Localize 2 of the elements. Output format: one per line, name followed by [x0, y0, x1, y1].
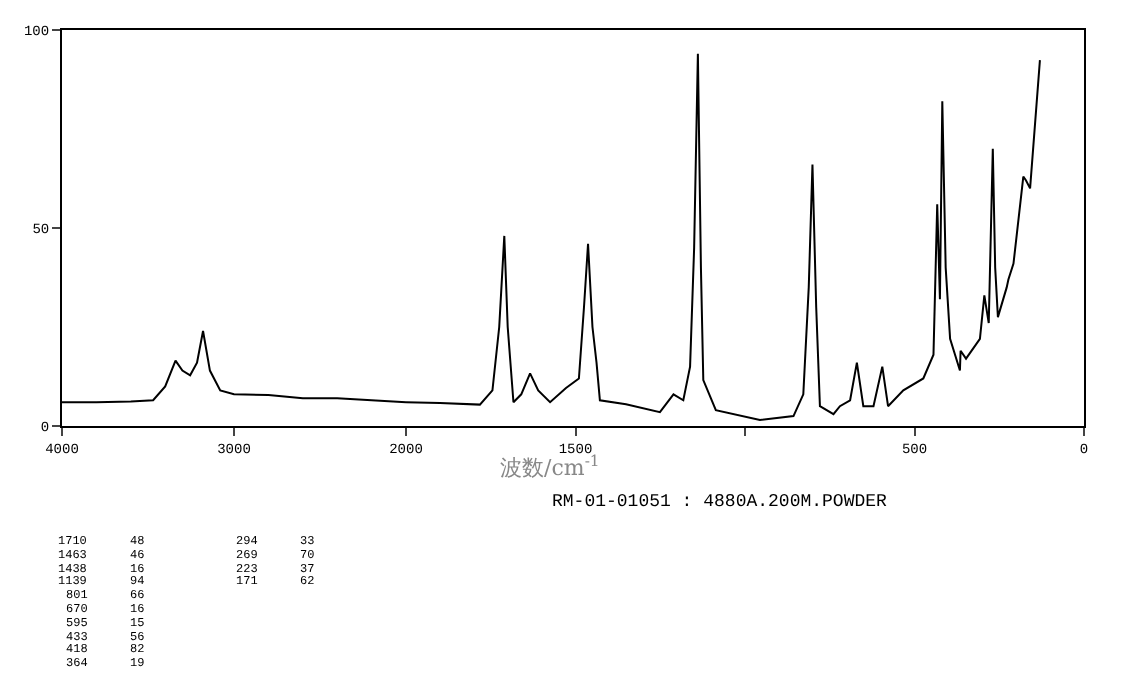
x-axis-title: 波数/cm$^{-1}$ — [500, 452, 600, 482]
text: RM-01-01051 : 4880A.200M.POWDER — [552, 492, 889, 512]
